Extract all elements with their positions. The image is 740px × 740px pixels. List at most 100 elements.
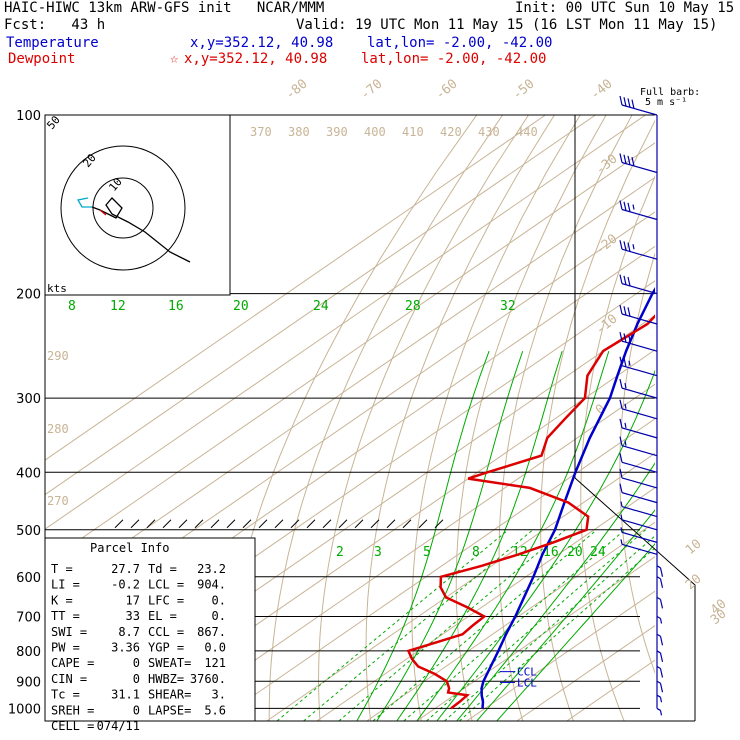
dewpoint-location: x,y=352.12, 40.98 lat,lon= -2.00, -42.00 (184, 51, 547, 67)
parcel-info-cell: TT = (51, 609, 80, 623)
wind-barb (619, 356, 658, 377)
wind-barb-flag (659, 567, 664, 577)
dewpoint-profile (406, 314, 655, 710)
wind-barb (620, 539, 658, 555)
freezing-hatch (146, 519, 156, 529)
parcel-info-cell: CCL = (148, 625, 184, 639)
wind-barb-flag (623, 154, 627, 164)
mixing-ratio-label: 16 (168, 299, 184, 314)
wind-barb (619, 153, 658, 174)
wind-barb-shaft (656, 680, 661, 684)
freezing-hatch (386, 519, 396, 529)
wind-barb-shaft (621, 461, 658, 473)
parcel-info-cell: CIN = (51, 672, 87, 686)
hodograph-ring (60, 145, 186, 271)
dry-adiabat-line (694, 115, 740, 721)
isotherm-line (266, 452, 655, 721)
pressure-label: 800 (16, 645, 41, 660)
wind-barb-flag (619, 274, 623, 284)
parcel-info-cell: 867. (197, 625, 226, 639)
pressure-label: 400 (16, 466, 41, 481)
wind-barb-flag (632, 244, 635, 250)
parcel-info-cell: 121 (204, 656, 226, 670)
dry-adiabat-line (317, 115, 529, 721)
dewpoint-star-icon: ☆ (170, 51, 179, 67)
wind-barb (619, 418, 658, 439)
wind-barb (619, 379, 658, 399)
dewpoint-legend: Dewpoint (8, 51, 76, 67)
hodograph-trace-mid (99, 209, 107, 216)
parcel-info-cell: LCL = (148, 578, 184, 592)
wind-barb-flag (623, 275, 627, 285)
wind-barb-flag (631, 156, 635, 167)
wind-barb-shaft (621, 408, 658, 420)
pressure-label: 600 (16, 571, 41, 586)
parcel-info-cell: 3760. (190, 672, 226, 686)
parcel-info-title: Parcel Info (90, 541, 169, 555)
mixing-ratio-label: 32 (500, 299, 516, 314)
wind-barb-flag (659, 578, 664, 588)
wind-barb (656, 694, 663, 703)
freezing-hatch (130, 519, 140, 529)
wind-barb-shaft (656, 633, 661, 637)
wind-barb-flag (624, 383, 627, 389)
theta-label: 430 (478, 125, 500, 139)
isotherm-line (45, 115, 546, 461)
model-title: HAIC-HIWC 13km ARW-GFS init NCAR/MMM (4, 0, 325, 16)
wind-barb-shaft (656, 707, 661, 711)
wind-barb-flag (619, 240, 623, 250)
temp-right-label: -30 (593, 151, 621, 178)
wind-barb-shaft (621, 531, 658, 543)
dry-adiabat-line (619, 252, 655, 675)
mixing-ratio-line (338, 529, 566, 721)
theta-label: 290 (47, 349, 69, 363)
wind-barb-shaft (621, 161, 658, 174)
wind-barb-shaft (621, 208, 658, 221)
isotherm-line (45, 115, 596, 496)
theta-label: 380 (288, 125, 310, 139)
freezing-hatch (226, 519, 236, 529)
mixing-ratio-line (303, 529, 534, 721)
freezing-hatch (242, 519, 252, 529)
dry-adiabat-line (411, 115, 581, 721)
wind-barb (619, 200, 658, 221)
mixing-ratio-label: 12 (110, 299, 126, 314)
hodograph-box (44, 114, 231, 296)
wind-barb-flag (631, 99, 635, 109)
wind-barb-flag (619, 418, 623, 428)
freezing-hatch (354, 519, 364, 529)
wind-barb (619, 483, 658, 504)
isotherm-line (45, 176, 655, 599)
freezing-hatch (402, 519, 412, 529)
wind-barb-flag (659, 618, 663, 624)
wind-barb-shaft (656, 576, 661, 580)
moist-adiabat-line (396, 350, 563, 721)
wind-barb-flag (620, 527, 623, 533)
wind-barb (656, 615, 663, 624)
parcel-info-cell: EL = (148, 609, 177, 623)
hodograph-units: kts (47, 282, 67, 295)
wind-barb (619, 274, 658, 295)
theta-label: 410 (402, 125, 424, 139)
wind-barb-flag (624, 440, 627, 446)
theta-label: 440 (516, 125, 538, 139)
dry-adiabat-line (218, 115, 478, 721)
wind-barb (620, 514, 658, 531)
parcel-info-cell: SHEAR= (148, 688, 191, 702)
wind-barb-flag (627, 202, 631, 213)
parcel-info-cell: LI = (51, 578, 80, 592)
mixing-ratio-label: 28 (405, 299, 421, 314)
wind-barb-flag (659, 683, 664, 693)
parcel-info-cell: Tc = (51, 688, 80, 702)
wind-barb-flag (628, 336, 631, 342)
wind-barb (619, 240, 658, 260)
freezing-hatch (370, 519, 380, 529)
wind-barb (656, 680, 664, 693)
isotherm-line (166, 383, 655, 721)
wind-barb-flag (659, 652, 664, 663)
wind-barb-shaft (621, 445, 658, 457)
wind-barb-flag (623, 333, 627, 343)
freezing-hatch (434, 519, 444, 529)
parcel-info-cell: T = (51, 562, 73, 576)
